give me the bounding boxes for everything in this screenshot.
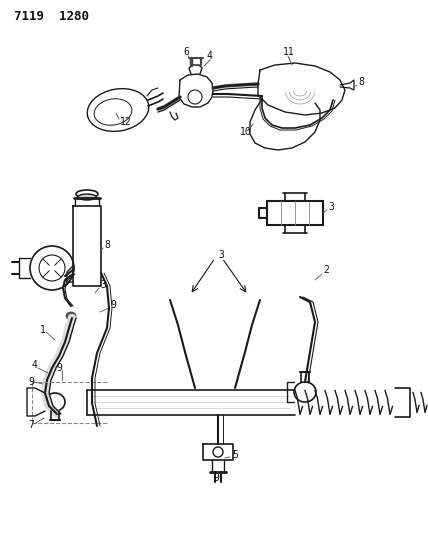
- Text: 9: 9: [28, 377, 34, 387]
- Text: 4: 4: [32, 360, 38, 370]
- Text: 8: 8: [358, 77, 364, 87]
- Text: 10: 10: [240, 127, 252, 137]
- Text: 6: 6: [183, 47, 189, 57]
- Text: 3: 3: [100, 280, 106, 290]
- Text: 3: 3: [218, 250, 224, 260]
- Text: 4: 4: [207, 51, 213, 61]
- Text: 1: 1: [40, 325, 46, 335]
- Text: 5: 5: [232, 450, 238, 460]
- Text: 7: 7: [28, 420, 34, 430]
- Text: 7119  1280: 7119 1280: [14, 10, 89, 22]
- Text: 9: 9: [110, 300, 116, 310]
- Text: 12: 12: [120, 117, 132, 127]
- Text: 8: 8: [104, 240, 110, 250]
- Text: 11: 11: [283, 47, 295, 57]
- Ellipse shape: [78, 194, 96, 200]
- Text: 9: 9: [56, 363, 62, 373]
- Text: 3: 3: [328, 202, 334, 212]
- Text: 9: 9: [213, 473, 219, 483]
- Text: 2: 2: [323, 265, 329, 275]
